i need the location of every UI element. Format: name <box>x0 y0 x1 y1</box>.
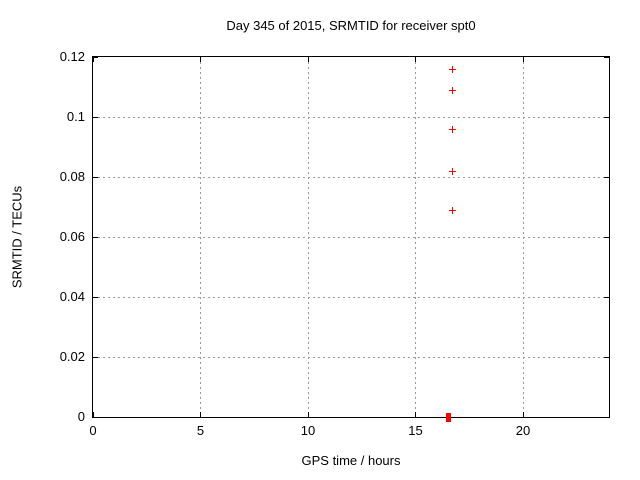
x-tick-label: 0 <box>89 423 97 438</box>
y-tick-label: 0.02 <box>59 349 85 364</box>
y-tick-mark-right <box>604 176 609 178</box>
y-tick-mark-left <box>93 56 98 58</box>
x-gridline <box>200 57 201 417</box>
x-tick-mark-bottom <box>522 412 524 417</box>
x-gridline <box>307 57 309 417</box>
y-gridline <box>93 296 609 298</box>
x-tick-mark-bottom <box>92 412 94 417</box>
x-tick-mark-bottom <box>200 412 201 417</box>
y-tick-mark-left <box>93 116 98 118</box>
y-tick-mark-left <box>93 296 98 298</box>
chart-title: Day 345 of 2015, SRMTID for receiver spt… <box>226 18 476 33</box>
x-tick-label: 15 <box>408 423 423 438</box>
data-point-plus <box>449 126 457 133</box>
plot-frame <box>92 56 610 422</box>
x-tick-mark-top <box>307 57 309 62</box>
y-tick-mark-left <box>93 416 98 418</box>
x-axis-label: GPS time / hours <box>301 453 401 468</box>
y-tick-mark-right <box>604 296 609 298</box>
y-gridline <box>93 356 609 358</box>
data-point-plus <box>449 207 457 214</box>
y-tick-label: 0.1 <box>66 109 85 124</box>
y-gridline <box>93 116 609 118</box>
y-tick-mark-left <box>93 236 98 238</box>
x-tick-label: 20 <box>515 423 531 438</box>
x-tick-label: 10 <box>300 423 316 438</box>
x-tick-mark-bottom <box>307 412 309 417</box>
y-tick-label: 0.04 <box>59 289 85 304</box>
data-point-plus <box>449 168 457 175</box>
y-tick-mark-left <box>93 356 98 358</box>
y-tick-mark-right <box>604 416 609 418</box>
y-tick-mark-right <box>604 116 609 118</box>
y-tick-mark-right <box>604 236 609 238</box>
y-tick-mark-right <box>604 56 609 58</box>
x-tick-mark-top <box>92 57 94 62</box>
plot-area <box>92 56 609 422</box>
x-tick-mark-top <box>522 57 524 62</box>
data-point-plus <box>449 87 457 94</box>
y-tick-mark-left <box>93 176 98 178</box>
y-tick-label: 0 <box>77 409 85 424</box>
x-tick-mark-bottom <box>415 412 416 417</box>
y-tick-label: 0.08 <box>59 169 85 184</box>
x-tick-label: 5 <box>196 423 205 438</box>
y-gridline <box>93 176 609 178</box>
y-tick-mark-right <box>604 356 609 358</box>
x-gridline <box>522 57 524 417</box>
data-point-plus <box>449 66 457 73</box>
x-tick-mark-top <box>415 57 416 62</box>
x-gridline <box>415 57 416 417</box>
y-gridline <box>93 236 609 238</box>
y-tick-label: 0.06 <box>59 229 85 244</box>
y-tick-label: 0.12 <box>59 49 85 64</box>
x-tick-mark-top <box>200 57 201 62</box>
zero-value-cluster-marker <box>446 412 452 422</box>
